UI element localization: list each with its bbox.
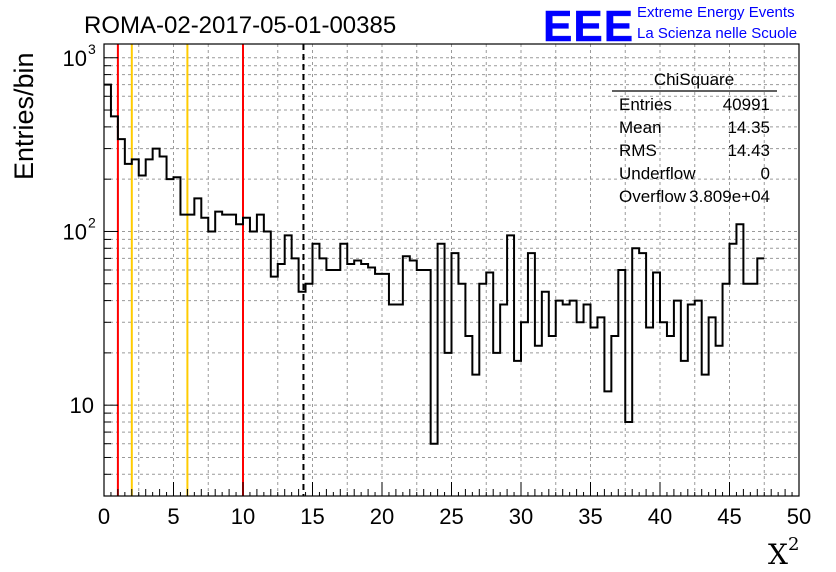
y-tick-label: 10 <box>70 393 94 418</box>
x-tick-label: 25 <box>439 504 463 529</box>
x-tick-label: 35 <box>578 504 602 529</box>
stats-overflow-label: Overflow <box>619 187 687 206</box>
y-tick-label: 10 <box>63 46 87 71</box>
eee-logo-line1: Extreme Energy Events <box>637 4 795 21</box>
stats-rms-label: RMS <box>619 141 657 160</box>
x-tick-label: 45 <box>717 504 741 529</box>
x-axis-label: X 2 <box>768 534 799 571</box>
stats-entries-label: Entries <box>619 95 672 114</box>
y-tick-label-exponent: 2 <box>88 214 96 230</box>
x-tick-label: 20 <box>370 504 394 529</box>
stats-title: ChiSquare <box>654 70 734 89</box>
stats-underflow-value: 0 <box>761 164 770 183</box>
x-tick-label: 30 <box>509 504 533 529</box>
stats-box: ChiSquare Entries 40991 Mean 14.35 RMS 1… <box>612 70 777 206</box>
y-tick-label-exponent: 3 <box>88 41 96 57</box>
grid-lines <box>104 44 799 496</box>
eee-logo-mark: EEE <box>543 2 634 51</box>
eee-logo: EEE Extreme Energy Events La Scienza nel… <box>543 2 797 52</box>
stats-rms-value: 14.43 <box>727 141 770 160</box>
stats-mean-value: 14.35 <box>727 118 770 137</box>
x-tick-label: 5 <box>167 504 179 529</box>
stats-mean-label: Mean <box>619 118 662 137</box>
x-tick-label: 50 <box>787 504 811 529</box>
y-tick-label: 10 <box>63 219 87 244</box>
x-tick-label: 40 <box>648 504 672 529</box>
stats-entries-value: 40991 <box>723 95 770 114</box>
histogram-series <box>104 83 765 445</box>
x-tick-label: 15 <box>300 504 324 529</box>
x-axis-ticks: 0 5 10 15 20 25 30 35 40 45 50 <box>98 482 811 529</box>
x-tick-label: 0 <box>98 504 110 529</box>
eee-logo-line2: La Scienza nelle Scuole <box>637 25 797 42</box>
marker-lines <box>116 44 305 496</box>
x-tick-label: 10 <box>231 504 255 529</box>
stats-overflow-value: 3.809e+04 <box>689 187 770 206</box>
chart-title: ROMA-02-2017-05-01-00385 <box>84 12 396 39</box>
x-axis-label-superscript: 2 <box>788 534 799 555</box>
y-axis-label: Entries/bin <box>9 52 39 180</box>
x-axis-label-base: X <box>768 538 788 571</box>
stats-underflow-label: Underflow <box>619 164 696 183</box>
